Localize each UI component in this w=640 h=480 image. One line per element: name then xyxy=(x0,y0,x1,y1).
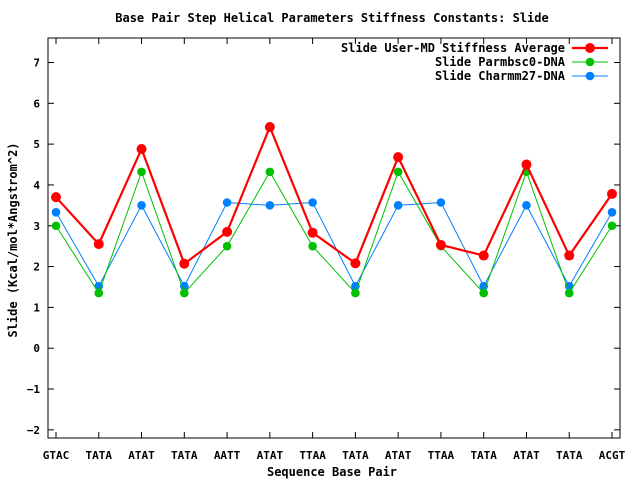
chart-title: Base Pair Step Helical Parameters Stiffn… xyxy=(115,11,548,25)
y-tick-label: 5 xyxy=(33,138,40,151)
y-tick-label: 0 xyxy=(33,342,40,355)
data-point xyxy=(607,207,617,217)
data-point xyxy=(436,198,446,207)
x-axis: GTAC TATA ATAT TATA AATT ATAT TTAA TATA ATAT TTAA… xyxy=(43,38,626,462)
x-tick-label: TTAA xyxy=(299,449,326,462)
series-line xyxy=(55,124,613,266)
data-point xyxy=(478,250,489,261)
data-point xyxy=(393,201,403,210)
data-point xyxy=(435,239,446,250)
series-line xyxy=(55,201,613,288)
y-tick-label: 3 xyxy=(33,220,40,233)
y-tick-label: 1 xyxy=(33,301,40,314)
data-point xyxy=(607,221,617,231)
x-tick-label: TATA xyxy=(470,449,497,462)
y-axis: −2 −1 0 1 2 3 4 5 6 7 xyxy=(27,56,620,437)
x-tick-label: TTAA xyxy=(428,449,455,462)
data-point xyxy=(179,258,190,269)
y-axis-label: Slide (Kcal/mol*Angstrom^2) xyxy=(6,142,20,337)
data-point xyxy=(308,241,317,251)
legend-label: Slide Charmm27-DNA xyxy=(435,69,566,83)
legend-marker xyxy=(585,43,595,53)
x-tick-label: GTAC xyxy=(43,449,70,462)
data-point xyxy=(522,201,531,210)
y-tick-label: 6 xyxy=(33,97,40,110)
plot-series xyxy=(51,121,617,298)
plot-frame xyxy=(47,37,621,439)
y-tick-label: 7 xyxy=(33,56,40,69)
data-point xyxy=(350,258,361,269)
data-point xyxy=(137,201,146,210)
data-point xyxy=(222,241,232,251)
data-point xyxy=(351,288,360,298)
data-point xyxy=(564,288,574,298)
data-point xyxy=(307,227,318,238)
legend-marker xyxy=(585,71,595,81)
y-tick-label: −2 xyxy=(27,424,40,437)
x-tick-label: ATAT xyxy=(513,449,540,462)
x-tick-label: AATT xyxy=(214,449,241,462)
data-point xyxy=(265,201,275,210)
data-point xyxy=(564,250,575,261)
x-tick-label: TATA xyxy=(556,449,583,462)
data-point xyxy=(137,167,146,177)
data-point xyxy=(136,144,147,155)
data-point xyxy=(222,198,232,207)
x-tick-label: ATAT xyxy=(128,449,155,462)
x-tick-label: TATA xyxy=(342,449,369,462)
data-point xyxy=(93,239,104,250)
data-point xyxy=(51,207,61,217)
legend-label: Slide User-MD Stiffness Average xyxy=(341,41,565,55)
data-point xyxy=(264,121,275,132)
legend-marker xyxy=(585,57,595,67)
data-point xyxy=(51,221,61,231)
data-point xyxy=(94,288,104,298)
y-tick-label: 2 xyxy=(33,261,40,274)
series-line xyxy=(55,170,613,295)
data-point xyxy=(393,152,404,163)
y-tick-label: −1 xyxy=(27,383,41,396)
data-point xyxy=(479,288,488,298)
data-point xyxy=(308,198,317,207)
data-point xyxy=(265,167,275,177)
x-tick-label: TATA xyxy=(171,449,198,462)
data-point xyxy=(521,159,532,170)
x-tick-label: ACGT xyxy=(599,449,626,462)
data-point xyxy=(607,188,617,199)
x-tick-label: TATA xyxy=(86,449,113,462)
legend-label: Slide Parmbsc0-DNA xyxy=(435,55,566,69)
data-point xyxy=(51,192,61,203)
data-point xyxy=(222,226,233,237)
y-tick-label: 4 xyxy=(33,179,40,192)
data-point xyxy=(393,167,403,177)
x-axis-label: Sequence Base Pair xyxy=(267,465,397,479)
x-tick-label: ATAT xyxy=(385,449,412,462)
x-tick-label: ATAT xyxy=(257,449,284,462)
data-point xyxy=(180,288,189,298)
